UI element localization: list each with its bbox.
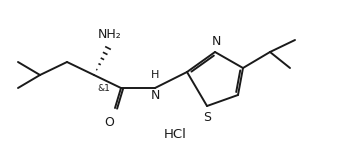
- Text: N: N: [211, 35, 221, 48]
- Text: HCl: HCl: [163, 129, 187, 142]
- Text: &1: &1: [97, 84, 110, 93]
- Text: N: N: [150, 89, 160, 102]
- Text: NH₂: NH₂: [98, 28, 122, 41]
- Text: O: O: [104, 116, 114, 129]
- Text: H: H: [151, 70, 159, 80]
- Text: S: S: [203, 111, 211, 124]
